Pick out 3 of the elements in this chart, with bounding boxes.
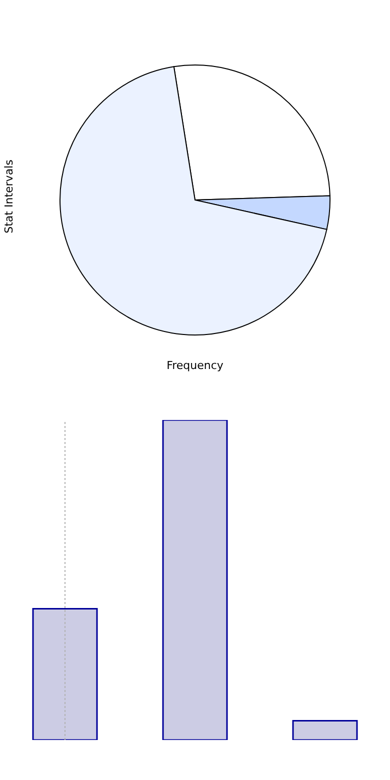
text: Stat Intervals (2, 158, 16, 236)
pie-slice (60, 66, 328, 336)
text: Frequency (166, 359, 224, 372)
